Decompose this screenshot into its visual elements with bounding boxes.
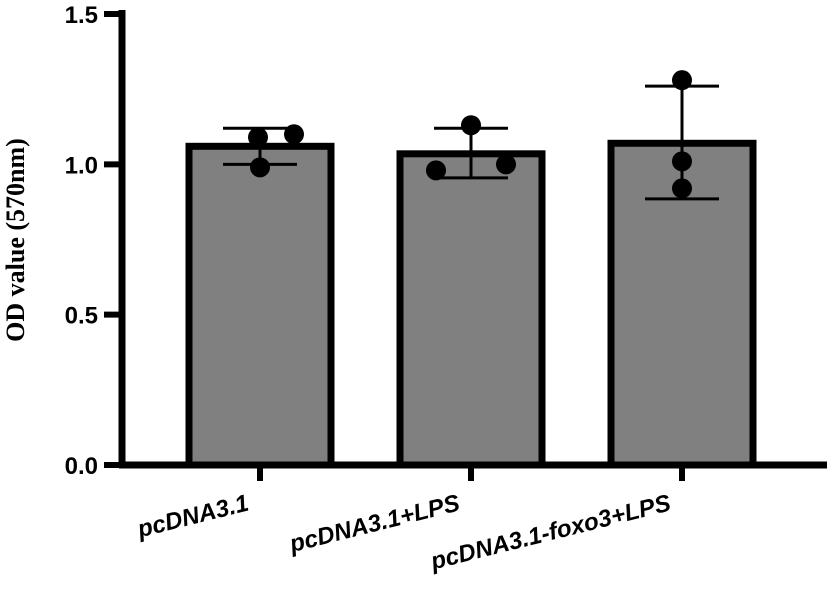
y-tick-label-1: 0.5 bbox=[65, 303, 98, 330]
data-points-layer bbox=[248, 70, 692, 199]
y-axis-label: OD value (570nm) bbox=[1, 138, 30, 342]
x-tick-label-2: pcDNA3.1-foxo3+LPS bbox=[427, 490, 673, 576]
y-tick-label-0: 0.0 bbox=[65, 453, 98, 480]
data-point-0-0 bbox=[248, 127, 268, 148]
data-point-2-2 bbox=[672, 178, 692, 199]
x-tick-label-0: pcDNA3.1 bbox=[134, 490, 252, 544]
data-point-1-1 bbox=[426, 160, 446, 181]
bar-1 bbox=[396, 150, 546, 469]
data-point-0-1 bbox=[284, 124, 304, 145]
y-tick-label-2: 1.0 bbox=[65, 152, 98, 179]
bar-0 bbox=[185, 142, 335, 469]
data-point-1-2 bbox=[496, 154, 516, 175]
axes-layer bbox=[104, 10, 827, 481]
data-point-0-2 bbox=[250, 157, 270, 178]
data-point-2-0 bbox=[672, 70, 692, 91]
y-tick-label-3: 1.5 bbox=[65, 2, 98, 29]
data-point-1-0 bbox=[461, 115, 481, 136]
bars-layer bbox=[185, 139, 757, 469]
labels-layer: pcDNA3.1 pcDNA3.1+LPSpcDNA3.1-foxo3+LPS0.… bbox=[1, 2, 673, 576]
data-point-2-1 bbox=[672, 151, 692, 172]
